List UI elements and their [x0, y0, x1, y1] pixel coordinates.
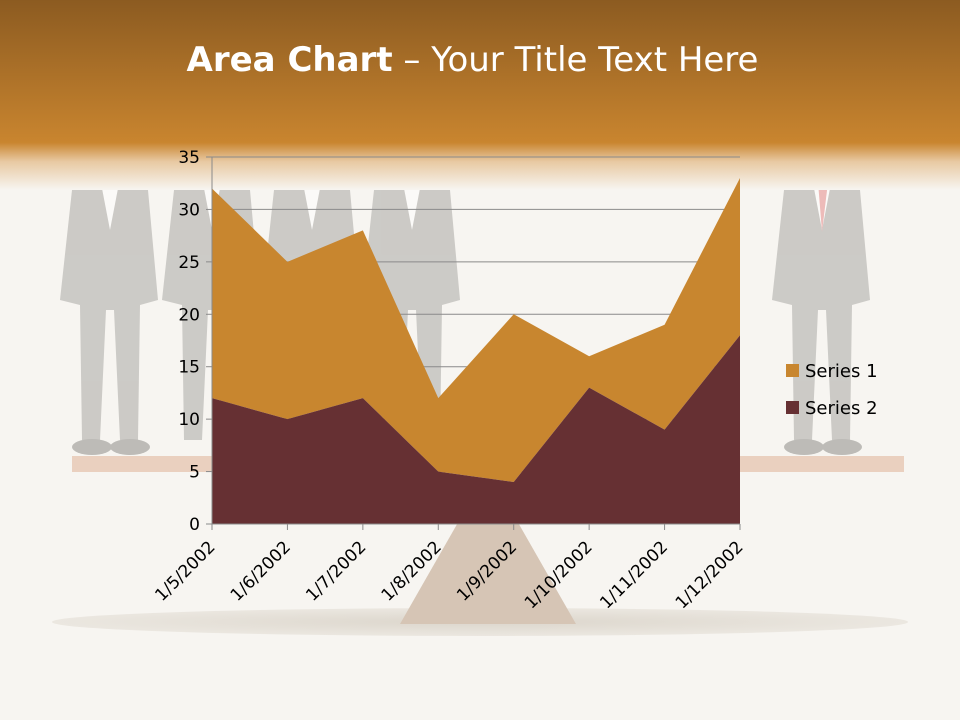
- x-tick-label: 1/12/2002: [672, 537, 748, 613]
- title-bold: Area Chart: [186, 40, 393, 80]
- legend-swatch: [786, 401, 799, 414]
- y-tick-label: 20: [178, 305, 200, 325]
- x-tick-label: 1/10/2002: [521, 537, 597, 613]
- x-tick-label: 1/5/2002: [151, 537, 219, 605]
- title-rest: – Your Title Text Here: [392, 40, 759, 80]
- legend-swatch: [786, 364, 799, 377]
- legend-label: Series 2: [805, 398, 878, 419]
- series-1-area: [212, 177, 740, 483]
- x-tick-label: 1/7/2002: [302, 537, 370, 605]
- y-tick-label: 5: [189, 463, 200, 483]
- y-tick-label: 30: [178, 200, 200, 220]
- page-title: Area Chart – Your Title Text Here: [0, 40, 945, 80]
- y-tick-label: 15: [178, 358, 200, 378]
- x-tick-label: 1/8/2002: [378, 537, 446, 605]
- y-tick-label: 10: [178, 410, 200, 430]
- x-tick-label: 1/9/2002: [453, 537, 521, 605]
- title-banner: [0, 0, 960, 190]
- seesaw-fulcrum: [400, 470, 576, 624]
- legend-label: Series 1: [805, 361, 878, 382]
- y-tick-label: 25: [178, 253, 200, 273]
- y-tick-label: 35: [178, 148, 200, 168]
- series-2-area: [212, 335, 740, 524]
- x-tick-label: 1/6/2002: [227, 537, 295, 605]
- x-tick-label: 1/11/2002: [596, 537, 672, 613]
- y-tick-label: 0: [189, 515, 200, 535]
